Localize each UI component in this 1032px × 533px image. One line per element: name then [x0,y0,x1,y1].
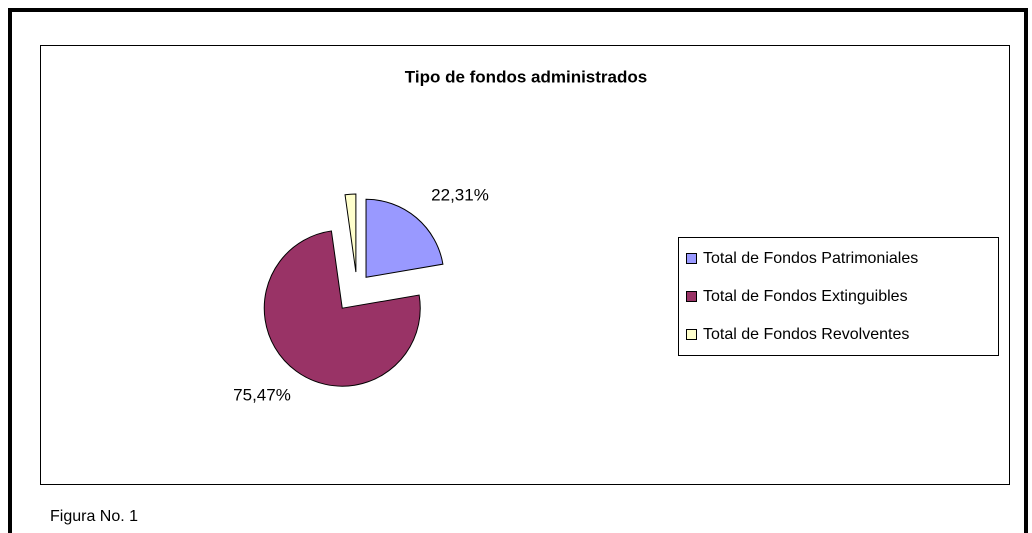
pie-slice [344,193,357,273]
frame [8,8,1028,533]
pie-slice [263,230,421,387]
legend-swatch [686,253,697,264]
legend [678,237,999,356]
legend-label: Total de Fondos Extinguibles [703,288,908,305]
data-label: 22,31% [431,185,489,204]
chart-title: Tipo de fondos administrados [405,67,647,86]
data-label: 75,47% [233,385,291,404]
legend-swatch [686,329,697,340]
legend-label: Total de Fondos Patrimoniales [703,250,918,267]
legend-swatch [686,291,697,302]
legend-label: Total de Fondos Revolventes [703,326,909,343]
pie-slice [365,198,444,278]
caption: Figura No. 1 [50,508,138,525]
